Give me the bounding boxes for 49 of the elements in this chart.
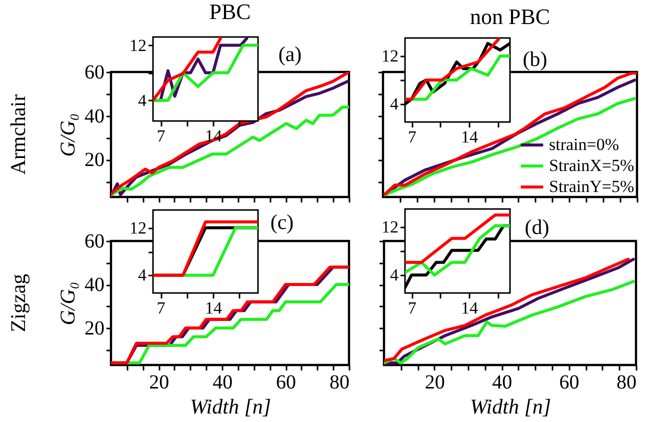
x-tick-label: 20 <box>424 372 445 394</box>
y-tick-label: 4 <box>138 90 147 110</box>
x-tick-label: 40 <box>492 372 512 394</box>
y-tick-label: 60 <box>84 230 104 252</box>
x-tick-label: 7 <box>156 126 166 146</box>
text: (d) <box>524 215 550 239</box>
y-tick-label: 20 <box>84 318 104 340</box>
line-series <box>153 37 222 102</box>
text: (b) <box>522 47 548 71</box>
line-series <box>111 106 349 196</box>
legend-label: strain=0% <box>549 135 620 154</box>
y-tick-label: 12 <box>130 36 146 55</box>
y-tick-label: 12 <box>382 46 398 66</box>
chart-title: PBC <box>209 0 251 24</box>
legend-label: StrainY=5% <box>549 177 634 196</box>
x-tick-label: 40 <box>212 372 233 394</box>
y-tick-label: 12 <box>130 218 146 238</box>
y-tick-label: 4 <box>390 266 399 284</box>
x-tick-label: 14 <box>460 298 478 318</box>
y-tick-label: 12 <box>382 218 398 236</box>
x-tick-label: 14 <box>205 298 222 318</box>
text: (a) <box>278 42 302 66</box>
x-axis-title: Width [n] <box>190 394 272 418</box>
y-axis-title: G/G₀ <box>56 282 80 326</box>
line-series <box>153 44 258 102</box>
y-tick-label: 40 <box>84 105 104 128</box>
y-tick-label: 4 <box>390 94 399 114</box>
y-tick-label: 60 <box>84 62 104 84</box>
line-series <box>405 38 500 101</box>
y-tick-label: 20 <box>84 149 104 172</box>
x-tick-label: 60 <box>559 372 580 394</box>
legend-label: StrainX=5% <box>549 156 634 175</box>
x-tick-label: 80 <box>330 372 350 394</box>
y-tick-label: 4 <box>138 266 147 285</box>
x-tick-label: 7 <box>408 128 417 146</box>
x-tick-label: 7 <box>408 298 417 318</box>
x-tick-label: 80 <box>616 372 636 394</box>
y-axis-title: G/G₀ <box>56 113 80 157</box>
chart-title: non PBC <box>470 4 550 29</box>
line-series <box>111 266 349 364</box>
y-tick-label: 40 <box>84 274 104 296</box>
x-axis-title: Width [n] <box>470 394 552 418</box>
x-tick-label: 14 <box>460 128 478 146</box>
text: Armchair <box>6 94 30 175</box>
x-tick-label: 60 <box>276 372 296 394</box>
x-tick-label: 7 <box>156 298 166 318</box>
text: Zigzag <box>6 273 30 332</box>
text: (c) <box>270 210 294 234</box>
line-series <box>405 224 510 276</box>
